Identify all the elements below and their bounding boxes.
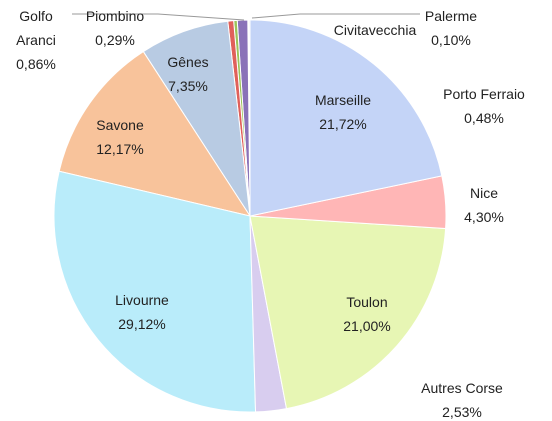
slice-value: 21,72% [319, 116, 367, 132]
slice-value: 21,00% [343, 318, 391, 334]
slice-value: 4,30% [464, 209, 504, 225]
pie-slice [58, 50, 252, 217]
slice-value: 0,10% [431, 32, 471, 48]
slice-value: 7,35% [168, 78, 208, 94]
pie-slice [53, 170, 257, 413]
slice-label: Savone [96, 117, 144, 133]
slice-label: Porto Ferraio [443, 86, 525, 102]
slice-value: 0,29% [95, 32, 135, 48]
slice-label: Marseille [314, 92, 371, 108]
slice-label: Toulon [346, 294, 388, 310]
slice-label: Gênes [167, 54, 209, 70]
slice-value: 0,86% [16, 56, 56, 72]
pie-slice [249, 19, 443, 217]
slice-label: Nice [469, 185, 498, 201]
slice-label: Autres Corse [421, 380, 503, 396]
slice-label: Golfo Aranci [16, 8, 56, 48]
slice-value: 29,12% [118, 316, 166, 332]
leader-line [251, 13, 420, 19]
leader-line [72, 13, 245, 21]
slice-label: Civitavecchia [333, 22, 417, 38]
slice-label: Palerme [424, 8, 478, 24]
slice-value: 0,48% [464, 110, 504, 126]
slice-label: Piombino [85, 8, 145, 24]
slice-value: 2,53% [442, 404, 482, 420]
slice-value: 12,17% [96, 141, 144, 157]
slice-label: Livourne [115, 292, 169, 308]
pie-slice [249, 215, 447, 410]
